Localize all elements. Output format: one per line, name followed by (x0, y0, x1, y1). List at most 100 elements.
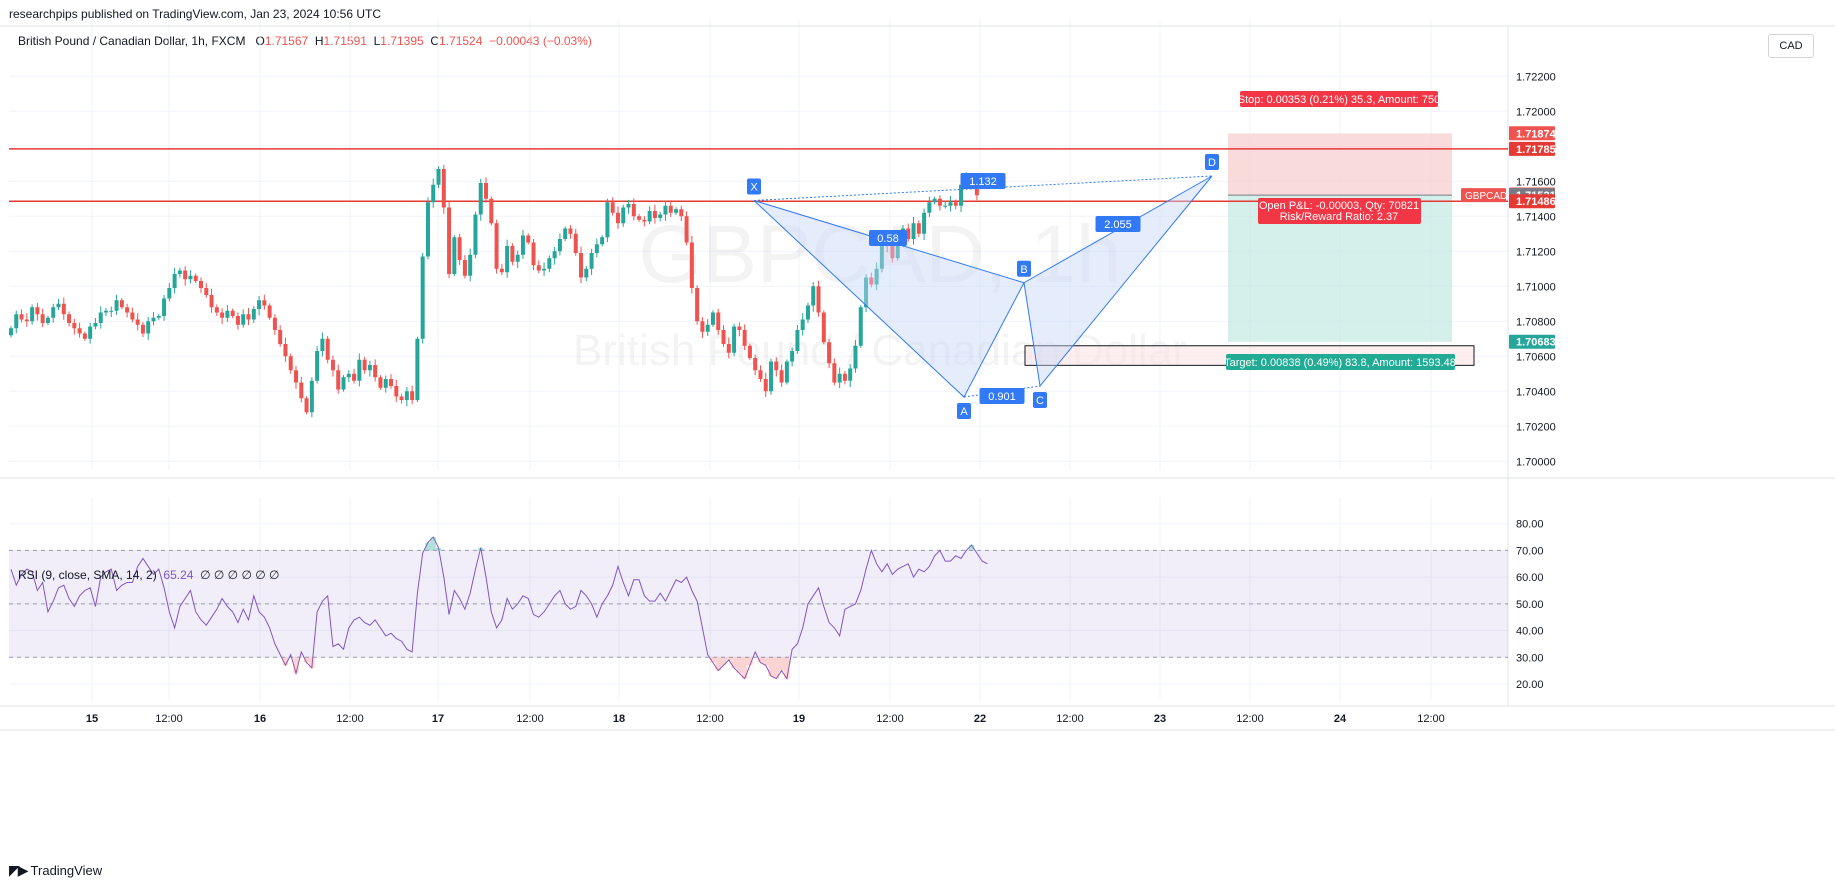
time-tick-label: 12:00 (336, 713, 364, 725)
candle-body (341, 377, 346, 390)
candle-body (299, 382, 304, 399)
candle-body (367, 365, 372, 371)
candle-body (753, 358, 758, 371)
candle-body (652, 211, 657, 218)
candle-body (468, 254, 473, 276)
symbol-legend: British Pound / Canadian Dollar, 1h, FXC… (18, 34, 592, 48)
candle-body (805, 305, 810, 320)
candle-body (373, 365, 378, 378)
candle-body (35, 307, 40, 315)
candle-body (225, 310, 230, 318)
candle-body (9, 328, 13, 336)
candle-body (330, 359, 335, 371)
legend-high: 1.71591 (323, 34, 367, 48)
candle-body (309, 380, 314, 413)
candle-body (932, 198, 937, 203)
candle-body (621, 207, 626, 224)
candle-body (784, 361, 789, 383)
time-tick-label: 12:00 (1056, 713, 1084, 725)
pattern-point-A (957, 403, 971, 420)
candle-body (473, 214, 478, 255)
candle-body (241, 314, 246, 325)
time-tick-label: 18 (613, 713, 625, 725)
rsi-tick-label: 60.00 (1516, 572, 1544, 584)
price-tag (1509, 194, 1555, 209)
price-tick-label: 1.72000 (1516, 106, 1556, 118)
candle-body (19, 314, 24, 320)
candle-body (811, 286, 816, 306)
rsi-line (10, 536, 988, 680)
candle-body (399, 396, 404, 400)
candle-body (747, 345, 752, 358)
candle-body (61, 303, 66, 315)
candle-body (890, 246, 895, 259)
tradingview-text: TradingView (30, 863, 103, 878)
candle-body (858, 307, 863, 346)
time-tick-label: 19 (793, 713, 805, 725)
candle-body (769, 361, 774, 392)
pattern-ratio-label: 2.055 (1104, 219, 1132, 231)
candle-body (916, 223, 921, 234)
candle-body (705, 324, 710, 332)
candle-body (557, 239, 562, 252)
pattern-point-C (1033, 392, 1047, 408)
candle-body (162, 298, 167, 316)
candle-body (135, 319, 140, 325)
candle-body (642, 219, 647, 222)
candle-body (130, 312, 135, 320)
currency-button[interactable]: CAD (1768, 34, 1814, 58)
candle-body (172, 274, 177, 288)
rsi-trailing: ∅ ∅ ∅ ∅ ∅ ∅ (200, 568, 280, 582)
legend-high-label: H (314, 34, 324, 48)
candle-body (563, 228, 568, 239)
candle-body (663, 205, 668, 215)
time-tick-label: 22 (974, 713, 986, 725)
candle-body (357, 359, 362, 381)
candle-body (568, 228, 573, 234)
pattern-point-label: D (1208, 157, 1216, 169)
candle-body (246, 314, 251, 320)
candle-body (515, 254, 520, 262)
candle-body (922, 212, 927, 234)
candle-body (832, 363, 837, 383)
stop-label: Stop: 0.00353 (0.21%) 35.3, Amount: 750 (1238, 94, 1440, 106)
candle-body (436, 169, 441, 185)
price-tick-label: 1.70200 (1516, 421, 1556, 433)
candle-body (125, 307, 130, 313)
pattern-ac-line (963, 385, 1041, 398)
candle-body (842, 373, 847, 381)
pattern-ratio-label: 0.58 (877, 233, 898, 245)
candle-body (674, 209, 679, 213)
candle-body (272, 317, 277, 330)
candle-body (72, 323, 77, 329)
time-tick-label: 16 (254, 713, 266, 725)
price-tick-label: 1.71200 (1516, 246, 1556, 258)
candle-body (109, 310, 114, 312)
price-tick-label: 1.70400 (1516, 386, 1556, 398)
candle-body (362, 359, 367, 371)
rr-label: Risk/Reward Ratio: 2.37 (1280, 211, 1399, 223)
candle-body (389, 379, 394, 386)
candle-body (489, 198, 494, 224)
candle-body (821, 312, 826, 343)
candle-body (278, 330, 283, 344)
price-tick-label: 1.70600 (1516, 351, 1556, 363)
price-tag-label: 1.71874 (1516, 128, 1557, 140)
candle-body (67, 314, 72, 323)
candle-body (710, 312, 715, 325)
rsi-label: RSI (9, close, SMA, 14, 2) (18, 568, 157, 582)
candle-body (378, 377, 383, 388)
candle-body (304, 398, 309, 413)
time-tick-label: 23 (1154, 713, 1166, 725)
time-tick-label: 15 (86, 713, 98, 725)
candle-body (526, 235, 531, 243)
candle-body (837, 373, 842, 383)
candle-body (214, 307, 219, 313)
candle-body (457, 237, 462, 260)
price-tick-label: 1.72200 (1516, 71, 1556, 83)
candle-body (668, 205, 673, 213)
candle-body (230, 310, 235, 316)
pattern-point-label: A (960, 406, 968, 418)
candle-body (790, 351, 795, 362)
